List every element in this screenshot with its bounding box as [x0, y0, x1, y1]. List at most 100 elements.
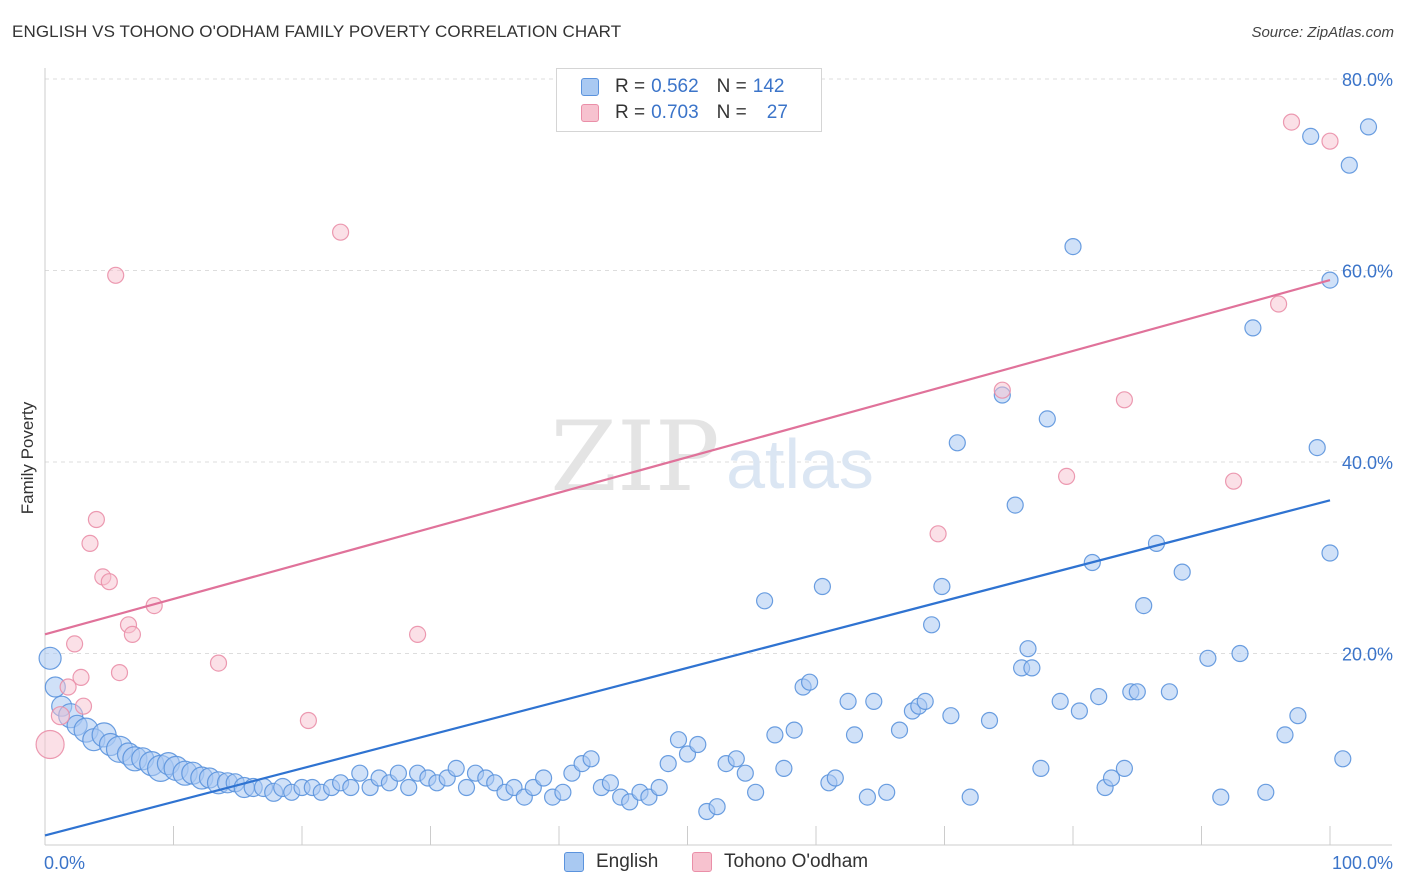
- trend-lines: [44, 279, 1331, 837]
- point-english-47[interactable]: [457, 778, 476, 797]
- point-english-131[interactable]: [1308, 439, 1326, 457]
- point-english-98[interactable]: [942, 707, 960, 725]
- point-tohono-6[interactable]: [81, 534, 99, 553]
- point-english-79[interactable]: [766, 726, 784, 744]
- point-english-41[interactable]: [400, 778, 418, 797]
- point-english-119[interactable]: [1135, 596, 1153, 615]
- point-english-60[interactable]: [582, 750, 600, 768]
- point-english-113[interactable]: [1090, 687, 1108, 706]
- point-english-101[interactable]: [980, 711, 999, 730]
- y-tick-label-20: 20.0%: [1342, 645, 1393, 665]
- point-english-107[interactable]: [1032, 759, 1050, 778]
- point-english-116[interactable]: [1115, 759, 1134, 778]
- point-tohono-10[interactable]: [107, 266, 125, 284]
- point-english-40[interactable]: [389, 764, 407, 782]
- point-english-128[interactable]: [1276, 726, 1294, 744]
- point-english-68[interactable]: [659, 754, 677, 773]
- point-english-108[interactable]: [1038, 410, 1056, 428]
- point-english-75[interactable]: [727, 750, 745, 768]
- point-english-122[interactable]: [1173, 563, 1191, 581]
- point-tohono-3[interactable]: [65, 635, 84, 653]
- point-english-57[interactable]: [554, 783, 572, 801]
- point-english-106[interactable]: [1023, 659, 1041, 677]
- point-english-46[interactable]: [447, 759, 465, 778]
- point-tohono-13[interactable]: [123, 625, 141, 644]
- point-english-36[interactable]: [351, 764, 369, 782]
- point-tohono-17[interactable]: [332, 223, 350, 241]
- point-english-130[interactable]: [1302, 127, 1320, 145]
- point-english-84[interactable]: [813, 577, 832, 596]
- point-english-87[interactable]: [839, 692, 857, 711]
- point-english-0[interactable]: [38, 646, 62, 670]
- point-english-125[interactable]: [1231, 644, 1249, 663]
- point-english-135[interactable]: [1359, 118, 1378, 136]
- point-tohono-9[interactable]: [100, 573, 118, 591]
- point-english-129[interactable]: [1289, 707, 1307, 725]
- point-tohono-0[interactable]: [35, 729, 65, 760]
- point-english-77[interactable]: [746, 783, 765, 801]
- point-english-105[interactable]: [1019, 640, 1037, 658]
- point-tohono-4[interactable]: [72, 668, 90, 687]
- legend-n-value-english: 142: [752, 76, 785, 97]
- point-english-71[interactable]: [689, 735, 707, 754]
- point-english-90[interactable]: [865, 692, 883, 711]
- point-english-111[interactable]: [1070, 702, 1089, 720]
- point-tohono-2[interactable]: [59, 678, 77, 696]
- point-tohono-20[interactable]: [993, 381, 1011, 399]
- point-english-86[interactable]: [826, 769, 844, 787]
- point-tohono-15[interactable]: [209, 654, 228, 672]
- source-credit: Source: ZipAtlas.com: [1251, 24, 1394, 41]
- point-english-100[interactable]: [961, 788, 979, 806]
- point-english-134[interactable]: [1340, 156, 1358, 174]
- bottom-legend-english[interactable]: English: [564, 851, 658, 873]
- point-english-97[interactable]: [933, 577, 951, 596]
- point-tohono-21[interactable]: [1057, 467, 1076, 485]
- point-english-80[interactable]: [775, 759, 793, 778]
- point-english-55[interactable]: [534, 769, 553, 787]
- point-tohono-5[interactable]: [74, 697, 93, 715]
- point-english-115[interactable]: [1102, 769, 1121, 787]
- point-english-83[interactable]: [800, 673, 819, 691]
- point-english-132[interactable]: [1321, 544, 1339, 562]
- point-english-121[interactable]: [1160, 683, 1179, 701]
- correlation-legend: R = 0.562 N = 142 R = 0.703 N = 27: [556, 68, 822, 132]
- point-english-126[interactable]: [1244, 319, 1262, 337]
- point-tohono-23[interactable]: [1224, 472, 1243, 490]
- point-english-88[interactable]: [845, 726, 864, 744]
- point-english-133[interactable]: [1334, 750, 1352, 768]
- point-english-91[interactable]: [878, 783, 896, 801]
- point-english-110[interactable]: [1064, 238, 1082, 256]
- point-english-78[interactable]: [755, 592, 774, 610]
- point-english-76[interactable]: [736, 764, 754, 782]
- point-english-123[interactable]: [1199, 649, 1217, 667]
- point-tohono-19[interactable]: [929, 525, 947, 543]
- point-english-35[interactable]: [342, 778, 360, 797]
- point-tohono-7[interactable]: [87, 510, 106, 529]
- point-english-109[interactable]: [1051, 692, 1069, 711]
- point-english-81[interactable]: [785, 721, 803, 739]
- point-english-118[interactable]: [1128, 683, 1146, 701]
- point-english-127[interactable]: [1257, 783, 1275, 801]
- point-tohono-1[interactable]: [50, 706, 71, 726]
- point-english-92[interactable]: [890, 721, 909, 739]
- bottom-legend-swatch-english: [564, 852, 584, 872]
- point-english-69[interactable]: [669, 731, 688, 749]
- point-english-89[interactable]: [858, 788, 877, 806]
- point-english-95[interactable]: [916, 692, 934, 711]
- point-english-96[interactable]: [922, 616, 941, 634]
- point-tohono-25[interactable]: [1282, 113, 1301, 131]
- point-tohono-24[interactable]: [1269, 295, 1288, 313]
- point-english-73[interactable]: [708, 798, 726, 816]
- point-english-124[interactable]: [1212, 788, 1230, 806]
- point-english-62[interactable]: [601, 774, 620, 792]
- point-tohono-22[interactable]: [1115, 391, 1134, 409]
- point-tohono-18[interactable]: [409, 625, 427, 644]
- point-tohono-26[interactable]: [1321, 132, 1339, 150]
- point-tohono-16[interactable]: [299, 711, 317, 730]
- point-english-99[interactable]: [948, 434, 966, 452]
- legend-row-english: R = 0.562 N = 142: [581, 75, 784, 99]
- bottom-legend-tohono[interactable]: Tohono O'odham: [692, 851, 868, 873]
- point-english-103[interactable]: [1006, 496, 1024, 514]
- point-english-67[interactable]: [650, 778, 668, 797]
- point-tohono-11[interactable]: [110, 663, 129, 682]
